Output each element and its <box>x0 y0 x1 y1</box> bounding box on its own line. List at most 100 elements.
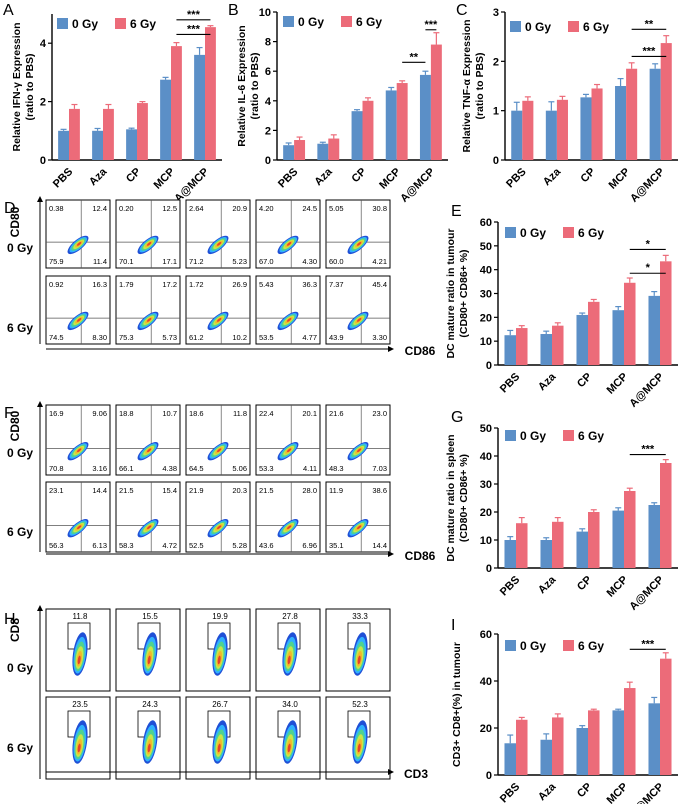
bar <box>351 111 363 160</box>
y-tick-label: 2 <box>265 125 271 137</box>
quadrant-value-q2: 20.3 <box>232 486 247 495</box>
bar <box>522 100 534 160</box>
y-axis-label: CD8 <box>8 618 22 642</box>
density-contour <box>287 242 292 246</box>
x-tick-label: MCP <box>607 166 633 192</box>
quadrant-value-q1: 18.8 <box>119 409 134 418</box>
legend-label: 6 Gy <box>578 429 604 443</box>
bar <box>430 44 442 161</box>
y-tick-label: 50 <box>480 423 492 435</box>
x-tick-label: MCP <box>605 371 631 397</box>
legend-label: 0 Gy <box>72 17 98 31</box>
bar <box>516 719 528 775</box>
quadrant-value-q3: 71.2 <box>189 257 204 266</box>
bar <box>552 717 564 775</box>
x-arrowhead <box>388 769 394 775</box>
bar <box>624 688 636 775</box>
density-contour <box>77 448 82 453</box>
bar <box>588 710 600 775</box>
density-contour <box>357 743 361 753</box>
quadrant-value-q1: 21.5 <box>119 486 134 495</box>
flow-plot: 2.64 20.9 71.2 5.23 <box>185 199 251 269</box>
quadrant-value-q3: 61.2 <box>189 333 204 342</box>
panel-label-I: I <box>451 617 455 634</box>
panel-label-B: B <box>228 2 239 19</box>
significance-label: ** <box>410 51 419 63</box>
y-tick-label: 0 <box>493 155 499 167</box>
x-tick-label: CP <box>575 781 594 800</box>
x-arrowhead <box>388 551 394 557</box>
significance-label: ** <box>645 18 654 30</box>
row-label: 6 Gy <box>7 525 33 539</box>
x-tick-label: CP <box>124 166 143 185</box>
bar <box>540 739 552 775</box>
density-contour <box>217 655 221 665</box>
quadrant-value-q4: 5.73 <box>162 333 177 342</box>
density-contour <box>217 242 222 246</box>
y-tick-label: 60 <box>480 217 492 229</box>
y-tick-label: 0 <box>486 360 492 372</box>
flow-plot-frame <box>325 199 391 269</box>
bar <box>69 108 80 160</box>
significance-label: *** <box>187 9 201 21</box>
y-axis-title: (CD80+ CD86+ %) <box>458 454 470 542</box>
quadrant-value-q4: 14.4 <box>372 541 387 550</box>
bar <box>92 130 103 160</box>
x-tick-label: CP <box>575 574 594 593</box>
y-tick-label: 8 <box>265 37 271 49</box>
flow-plot: 5.43 36.3 53.5 4.77 <box>255 275 321 345</box>
y-axis-title: Relative IFN-γ Expression <box>11 23 23 152</box>
bar <box>283 145 295 160</box>
quadrant-value-q3: 64.5 <box>189 464 204 473</box>
bar <box>58 130 69 160</box>
quadrant-value-q1: 5.05 <box>329 204 344 213</box>
bar <box>205 27 216 160</box>
bar <box>504 540 516 568</box>
row-label: 0 Gy <box>7 446 33 460</box>
flow-cytometry-panels: 0.38 12.4 75.9 11.4 0.20 12.5 70.1 17.1 2.64 20.9… <box>7 196 436 781</box>
bar <box>540 334 552 365</box>
quadrant-value-q1: 23.1 <box>49 486 64 495</box>
quadrant-value-q3: 74.5 <box>49 333 64 342</box>
density-contour <box>217 525 222 530</box>
flow-plot: 1.72 26.9 61.2 10.2 <box>185 275 251 345</box>
quadrant-value-q4: 3.30 <box>372 333 387 342</box>
bar <box>545 110 557 160</box>
y-axis-title: (ratio to PBS) <box>249 52 261 119</box>
y-tick-label: 2 <box>493 56 499 68</box>
flow-panel-H: 11.8 15.5 19.9 27.8 33.3 0 Gy 23.5 24.3 26.7 34.0… <box>7 605 428 781</box>
y-tick-label: 60 <box>480 629 492 641</box>
x-tick-label: Aza <box>541 165 564 188</box>
bar <box>362 100 374 160</box>
panel-label-C: C <box>456 2 468 19</box>
quadrant-value-q1: 1.72 <box>189 280 204 289</box>
x-tick-label: Aza <box>536 573 559 596</box>
quadrant-value-q4: 4.77 <box>302 333 317 342</box>
significance-label: *** <box>641 444 655 456</box>
y-tick-label: 40 <box>480 265 492 277</box>
flow-plot: 34.0 <box>255 696 321 780</box>
x-tick-label: PBS <box>498 781 522 804</box>
y-axis-title: Relative TNF-α Expression <box>461 19 473 152</box>
flow-plot: 27.8 <box>255 608 321 692</box>
y-tick-label: 0 <box>486 770 492 782</box>
density-contour <box>287 655 291 665</box>
legend-swatch <box>341 16 352 27</box>
gate-value: 23.5 <box>72 700 88 709</box>
legend-swatch <box>568 21 579 32</box>
y-tick-label: 30 <box>480 479 492 491</box>
density-contour <box>77 242 82 246</box>
flow-plot-frame <box>45 199 111 269</box>
bar <box>576 728 588 775</box>
flow-plot: 7.37 45.4 43.9 3.30 <box>325 275 391 345</box>
flow-plot: 0.92 16.3 74.5 8.30 <box>45 275 111 345</box>
flow-plot: 22.4 20.1 53.3 4.11 <box>255 404 321 476</box>
y-tick-label: 10 <box>259 7 271 19</box>
y-arrowhead <box>37 196 43 202</box>
x-tick-label: A@MCP <box>627 781 666 804</box>
gate-value: 52.3 <box>352 700 368 709</box>
y-tick-label: 50 <box>480 241 492 253</box>
density-contour <box>147 743 151 753</box>
y-tick-label: 0 <box>40 155 46 167</box>
